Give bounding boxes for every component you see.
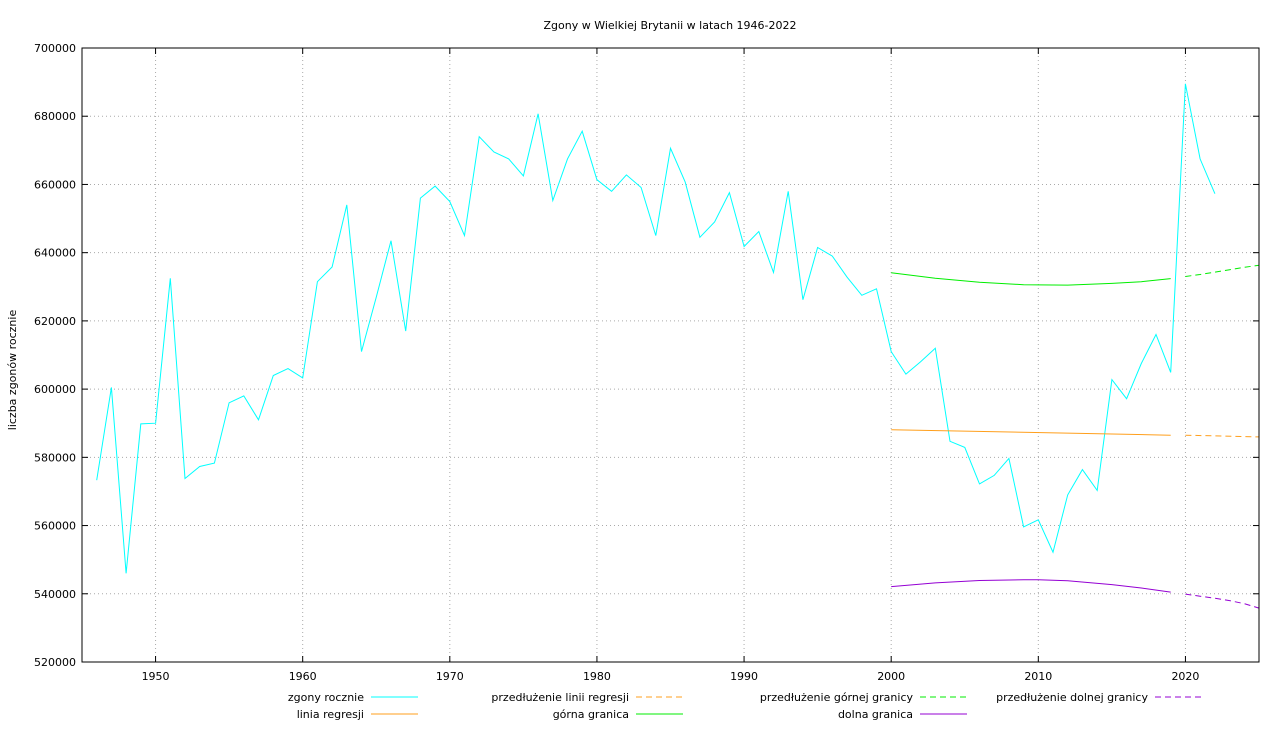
legend-label: linia regresji [297,708,364,721]
legend-label: przedłużenie górnej granicy [760,691,914,704]
series-line-zgony-rocznie [96,83,1216,574]
x-tick-label: 2010 [1024,670,1052,683]
chart-title: Zgony w Wielkiej Brytanii w latach 1946-… [543,19,796,32]
plot-frame [81,47,1260,663]
y-tick-label: 640000 [34,247,76,260]
legend-label: przedłużenie dolnej granicy [996,691,1148,704]
x-tick-label: 1980 [583,670,611,683]
x-tick-label: 1990 [730,670,758,683]
legend-label: zgony rocznie [288,691,364,704]
x-tick-label: 1950 [142,670,170,683]
x-tick-label: 2000 [877,670,905,683]
series-line-gorna-granica [891,272,1171,286]
legend: zgony rocznie przedłużenie linii regresji… [288,691,1202,721]
y-tick-label: 520000 [34,656,76,669]
series-line-przedluzenie-dolnej-granicy [1185,593,1260,609]
series-line-dolna-granica [891,579,1171,593]
y-tick-label: 540000 [34,588,76,601]
ticks: 1950 1960 1970 1980 1990 2000 2010 2020 520000 54… [34,42,1259,683]
series-line-przedluzenie-gornej-granicy [1185,264,1260,277]
legend-label: dolna granica [838,708,913,721]
y-tick-label: 680000 [34,110,76,123]
grid [82,47,1259,663]
legend-label: przedłużenie linii regresji [491,691,629,704]
y-tick-label: 600000 [34,383,76,396]
series-line-linia-regresji [891,429,1171,436]
y-tick-label: 560000 [34,520,76,533]
y-axis-label: liczba zgonów rocznie [6,310,19,431]
series-line-przedluzenie-linii-regresji [1185,434,1260,438]
series-layer [96,83,1260,609]
x-tick-label: 2020 [1171,670,1199,683]
x-tick-label: 1970 [436,670,464,683]
y-tick-label: 580000 [34,451,76,464]
y-tick-label: 700000 [34,42,76,55]
legend-label: górna granica [553,708,629,721]
y-tick-label: 660000 [34,178,76,191]
y-tick-label: 620000 [34,315,76,328]
x-tick-label: 1960 [289,670,317,683]
